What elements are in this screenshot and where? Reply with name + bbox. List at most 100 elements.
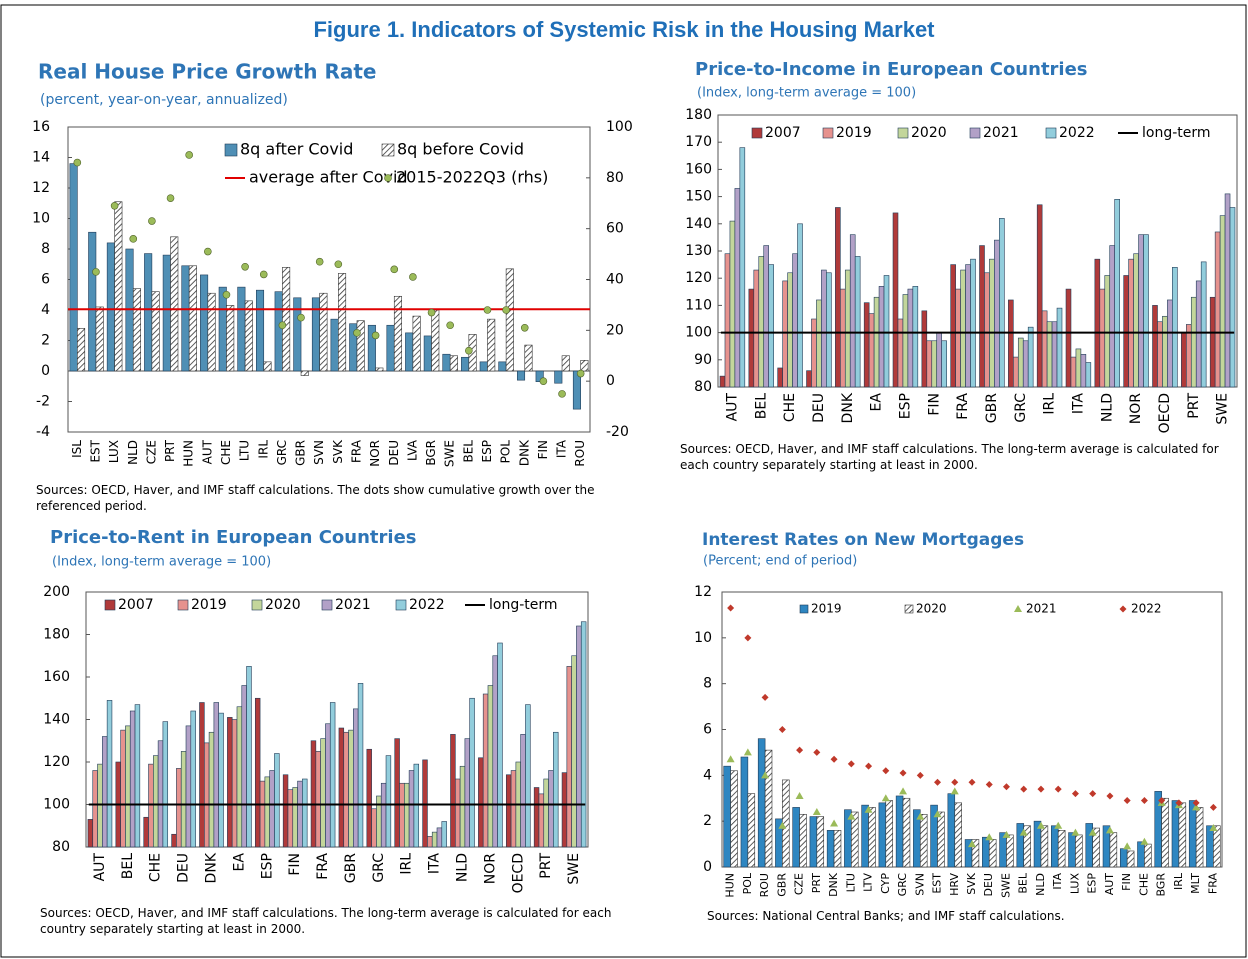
- bar: [405, 332, 414, 372]
- scatter-diamond: [1054, 785, 1062, 793]
- x-tick-label: EST: [88, 439, 102, 462]
- bar: [134, 704, 141, 848]
- x-tick-label: LVA: [405, 439, 419, 461]
- hatched-bar: [412, 315, 421, 372]
- bar: [297, 780, 303, 848]
- bar: [960, 269, 966, 388]
- bar: [106, 242, 115, 372]
- bar: [1162, 315, 1168, 388]
- x-tick-label: PRT: [810, 873, 823, 893]
- scatter-diamond: [1140, 797, 1148, 805]
- scatter-diamond: [916, 771, 924, 779]
- bar: [1085, 823, 1093, 868]
- scatter-dot: [166, 194, 175, 202]
- x-tick-label: ITA: [427, 853, 443, 875]
- bar: [422, 759, 428, 848]
- bar: [1008, 299, 1014, 388]
- legend-label: 8q after Covid: [240, 140, 353, 159]
- scatter-triangle: [1036, 821, 1045, 829]
- bar: [1219, 215, 1226, 388]
- legend-label: 8q before Covid: [397, 140, 524, 159]
- bar: [329, 702, 336, 848]
- y-tick-label: 110: [685, 297, 712, 313]
- hatched-bar: [937, 811, 945, 868]
- x-tick-label: GRC: [1013, 393, 1029, 423]
- y-tick-label: 180: [685, 107, 712, 123]
- bar: [259, 780, 266, 848]
- bar: [487, 685, 494, 848]
- y-tick-label: 130: [685, 243, 712, 259]
- hatched-bar: [1126, 850, 1135, 868]
- hatched-bar: [524, 344, 533, 372]
- x-tick-label: ROU: [573, 440, 587, 467]
- bar: [950, 264, 956, 388]
- bar: [994, 239, 1000, 388]
- y-tick-label: 140: [685, 216, 712, 232]
- bar: [1068, 832, 1076, 868]
- legend-label: long-term: [1142, 125, 1211, 141]
- scatter-dot: [576, 369, 585, 378]
- bar: [320, 738, 326, 848]
- bar: [572, 370, 581, 410]
- x-tick-label: HUN: [182, 440, 196, 467]
- y-tick-label: 0: [41, 363, 50, 379]
- scatter-dot: [73, 158, 82, 167]
- bar: [399, 782, 405, 848]
- figure-border: [0, 4, 1247, 958]
- bar: [385, 755, 392, 848]
- bar: [505, 774, 512, 848]
- y-tick-label: 2: [703, 813, 712, 829]
- bar: [861, 804, 869, 868]
- bar: [1051, 825, 1059, 868]
- y-tick-label: 4: [703, 767, 712, 783]
- bar: [92, 770, 98, 848]
- hatched-bar: [263, 361, 272, 372]
- bar: [274, 753, 280, 848]
- bar: [162, 721, 169, 848]
- x-tick-label: SWE: [443, 440, 457, 467]
- hatched-bar: [988, 839, 997, 868]
- x-tick-label: IRL: [1042, 393, 1058, 415]
- y-tick-label: 6: [41, 272, 50, 288]
- scatter-dot: [539, 377, 548, 385]
- x-tick-label: ISL: [70, 440, 84, 458]
- chart-note: Sources: OECD, Haver, and IMF staff calc…: [40, 906, 612, 936]
- hatched-bar: [764, 749, 773, 868]
- x-tick-label: SVK: [965, 872, 978, 895]
- bar: [469, 697, 475, 848]
- x-tick-label: DEU: [811, 393, 827, 423]
- bar: [797, 223, 803, 388]
- chart-subtitle: (Percent; end of period): [703, 554, 857, 569]
- chart-note: Sources: National Central Banks; and IMF…: [707, 909, 1065, 923]
- y-tick-label: 150: [685, 189, 712, 205]
- x-tick-label: SVN: [312, 440, 326, 465]
- hatched-bar: [77, 327, 86, 372]
- bar: [264, 776, 270, 848]
- scatter-triangle: [916, 812, 925, 820]
- bar: [543, 778, 549, 848]
- scatter-diamond: [744, 634, 752, 642]
- bar: [878, 802, 887, 868]
- bar: [380, 782, 387, 848]
- hatched-bar: [505, 268, 514, 372]
- bar: [125, 725, 131, 848]
- bar: [330, 318, 339, 372]
- x-tick-label: CHE: [219, 440, 233, 465]
- x-tick-label: FRA: [1206, 873, 1219, 895]
- x-tick-label: DNK: [204, 852, 220, 883]
- bar: [255, 289, 265, 372]
- hatched-bar: [132, 288, 142, 372]
- x-tick-label: SWE: [566, 853, 582, 885]
- scatter-diamond: [761, 693, 769, 701]
- bar: [907, 288, 914, 388]
- bar: [129, 710, 136, 848]
- scatter-diamond: [985, 781, 993, 788]
- bar: [190, 710, 196, 848]
- bar: [1229, 207, 1236, 388]
- bar: [849, 234, 856, 388]
- x-tick-label: ROU: [758, 873, 771, 897]
- bar: [171, 833, 177, 848]
- bar: [926, 340, 933, 388]
- chart-title: Price-to-Rent in European Countries: [50, 527, 417, 548]
- hatched-bar: [1109, 832, 1118, 868]
